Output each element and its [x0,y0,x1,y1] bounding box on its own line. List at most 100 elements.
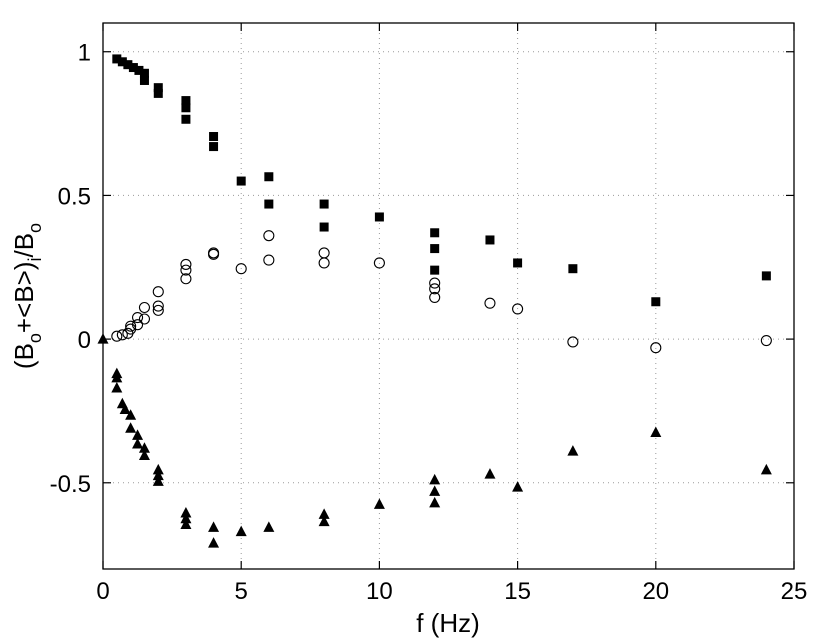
y-tick-label: -0.5 [50,471,91,498]
y-label-subscript: o [25,223,45,233]
y-tick-label: 0.5 [58,183,91,210]
triangle-point [318,515,330,527]
x-tick-label: 15 [504,578,531,605]
circle-point [180,258,192,270]
square-point [209,132,219,142]
x-tick-label: 0 [96,578,109,605]
y-label-subscript: i [25,258,45,262]
circle-point [567,336,579,348]
square-point [568,264,578,274]
triangle-point [429,473,441,485]
square-point [181,96,191,106]
circle-point [152,300,164,312]
triangle-point [180,518,192,529]
triangle-point [373,498,385,509]
triangle-point [484,468,496,479]
circle-point [318,257,330,269]
circle-point [180,273,192,285]
triangle-point [125,422,137,433]
square-point [139,68,149,78]
triangle-point [263,521,275,532]
triangle-point [111,371,123,383]
y-label-subscript: o [25,333,45,343]
data-markers [97,54,772,548]
circle-point [235,263,247,275]
triangle-point [97,333,109,344]
triangle-point [152,463,164,475]
square-point [153,88,163,98]
circle-point [111,330,123,342]
square-point [374,212,384,222]
x-tick-label: 25 [781,578,808,605]
square-point [117,57,127,67]
circle-point [116,329,128,341]
square-point [264,172,274,182]
triangle-point [429,485,441,496]
triangle-point [208,537,220,548]
square-point [181,114,191,124]
y-label-part: (B [9,343,39,369]
circle-point [429,283,441,295]
square-point [264,199,274,209]
square-point [761,271,771,281]
square-point [123,60,133,70]
circle-point [180,264,192,276]
y-label-part: +<B>) [9,262,39,334]
triangle-point [567,445,579,456]
triangle-point [650,426,662,437]
triangle-point [132,437,144,449]
circle-point [132,319,144,331]
circle-point [318,247,330,259]
triangle-point [318,508,330,519]
square-point [209,142,219,152]
circle-point [152,286,164,298]
x-tick-label: 10 [366,578,393,605]
axis-ticks [102,23,795,569]
square-point [134,65,144,75]
square-point [181,103,191,113]
circle-point [138,313,151,325]
triangle-point [235,525,247,537]
square-point [513,258,523,268]
tick-labels: 0 5 10 15 20 25 -0.5 0 0.5 1 [50,40,808,605]
triangle-point [119,403,131,415]
triangle-point [132,429,144,440]
circle-point [263,230,275,242]
triangle-point [152,469,164,481]
svg-text:(Bo+<B>)i/Bo: (Bo+<B>)i/Bo [9,223,45,369]
triangle-point [180,506,192,518]
circle-point [373,257,385,269]
y-axis-label: (Bo+<B>)i/Bo [9,223,45,369]
square-point [128,63,138,73]
triangle-point [125,409,137,420]
triangle-point [138,449,150,460]
circle-point [429,277,441,289]
square-point [430,228,440,238]
series-filled-square [112,54,771,307]
circle-point [650,342,662,354]
circle-point [208,247,220,259]
x-tick-label: 20 [642,578,669,605]
y-tick-label: 0 [78,327,91,354]
square-point [153,83,163,93]
square-point [112,54,122,64]
x-axis-label: f (Hz) [416,608,480,638]
triangle-point [138,442,150,453]
square-point [430,265,440,275]
triangle-point [760,463,772,475]
series-filled-triangle [97,333,772,548]
circle-point [512,303,524,315]
triangle-point [152,475,164,486]
square-point [485,235,495,245]
square-point [430,244,440,254]
circle-point [429,291,441,303]
circle-point [125,320,137,332]
circle-point [138,301,151,314]
triangle-point [512,481,524,492]
plot-frame [102,22,795,570]
circle-point [484,297,496,309]
square-point [236,176,246,186]
series-open-circle [111,230,772,354]
circle-point [152,304,164,316]
